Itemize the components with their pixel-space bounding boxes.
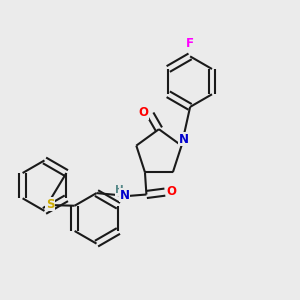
- Text: F: F: [186, 38, 194, 50]
- Text: S: S: [46, 198, 54, 211]
- Text: O: O: [167, 185, 176, 198]
- Text: O: O: [139, 106, 149, 119]
- Text: N: N: [119, 189, 129, 202]
- Text: N: N: [179, 133, 189, 146]
- Text: H: H: [115, 185, 124, 195]
